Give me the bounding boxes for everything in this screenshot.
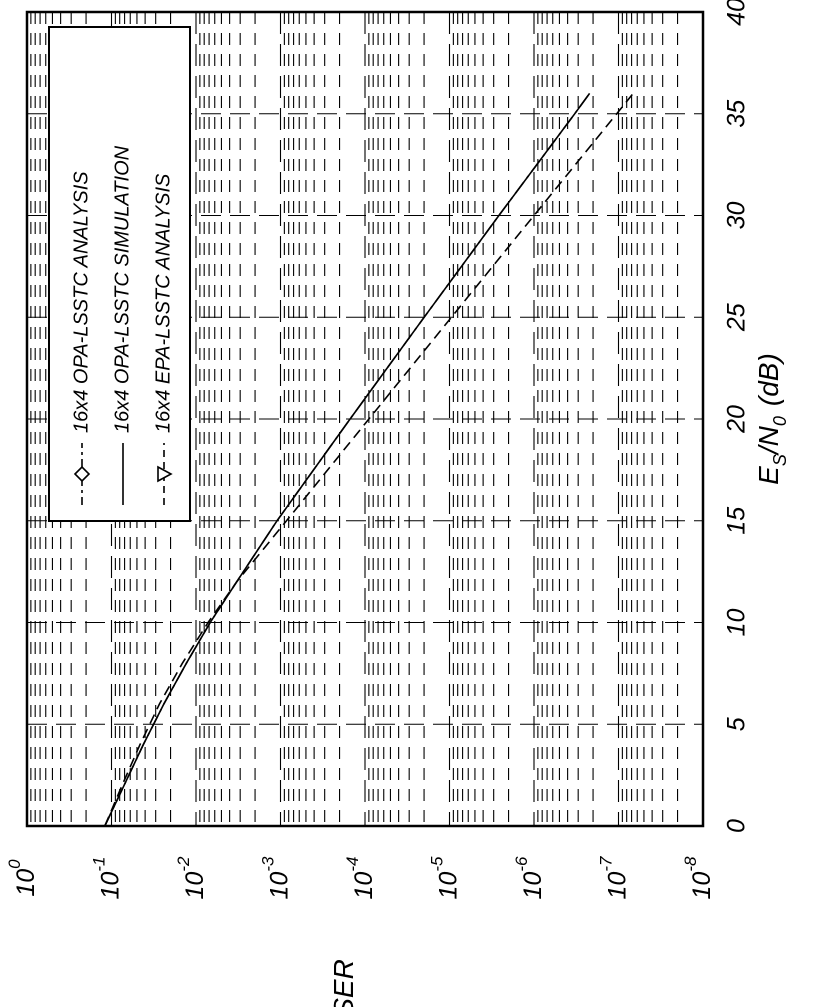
- y-tick-label: 10-6: [512, 856, 546, 899]
- legend: 16x4 OPA-LSSTC ANALYSIS 16x4 OPA-LSSTC SI…: [48, 26, 191, 522]
- y-tick-label: 10-3: [259, 856, 293, 899]
- y-tick-label: 100: [5, 859, 39, 897]
- y-tick-label: 10-2: [174, 856, 208, 899]
- x-axis-label-main: E: [753, 466, 784, 485]
- x-tick-label: 5: [723, 717, 751, 731]
- legend-label: 16x4 OPA-LSSTC ANALYSIS: [70, 171, 92, 433]
- x-tick-label: 40: [723, 0, 751, 26]
- x-axis-label-unit: (dB): [753, 353, 784, 406]
- y-tick-label: 10-8: [681, 856, 715, 899]
- series-line-3: [104, 92, 634, 827]
- legend-entry-3: 16x4 EPA-LSSTC ANALYSIS: [152, 173, 174, 505]
- y-tick-label: 10-1: [90, 857, 124, 900]
- x-tick-label: 30: [723, 202, 751, 230]
- series-curves: [104, 92, 634, 827]
- legend-box: [48, 26, 191, 522]
- y-tick-label: 10-7: [597, 856, 631, 899]
- x-axis-label-sub1: S: [770, 454, 790, 466]
- x-tick-label: 35: [723, 100, 751, 128]
- diamond-marker-icon: [73, 465, 91, 483]
- x-tick-label: 25: [723, 303, 751, 332]
- y-tick-label: 10-4: [343, 857, 377, 900]
- x-axis-label-mid: /N: [753, 425, 784, 456]
- legend-entry-1: 16x4 OPA-LSSTC ANALYSIS: [70, 171, 92, 505]
- y-tick-label: 10-5: [428, 856, 462, 899]
- x-axis-label-sub2: 0: [770, 416, 790, 426]
- x-tick-label: 20: [723, 405, 751, 434]
- x-axis-label: ES/N0 (dB): [753, 353, 790, 485]
- plot-frame: [25, 10, 705, 828]
- x-tick-label: 10: [723, 609, 751, 637]
- legend-label: 16x4 EPA-LSSTC ANALYSIS: [152, 173, 174, 433]
- x-tick-label: 15: [723, 507, 751, 535]
- x-tick-label: 0: [723, 819, 751, 833]
- legend-entry-2: 16x4 OPA-LSSTC SIMULATION: [111, 145, 133, 505]
- triangle-down-marker-icon: [157, 465, 173, 483]
- axis-ticks: 0 5 10 15 20 25 30 35 40 100 10-1 10-2 10-3 10-4 10-5 1…: [5, 0, 750, 899]
- svg-text:ES/N0(dB): ES/N0 (dB): [753, 353, 790, 485]
- y-axis-label: SER: [328, 959, 359, 1007]
- y-axis-label-text: SER: [328, 959, 359, 1007]
- legend-label: 16x4 OPA-LSSTC SIMULATION: [111, 145, 133, 433]
